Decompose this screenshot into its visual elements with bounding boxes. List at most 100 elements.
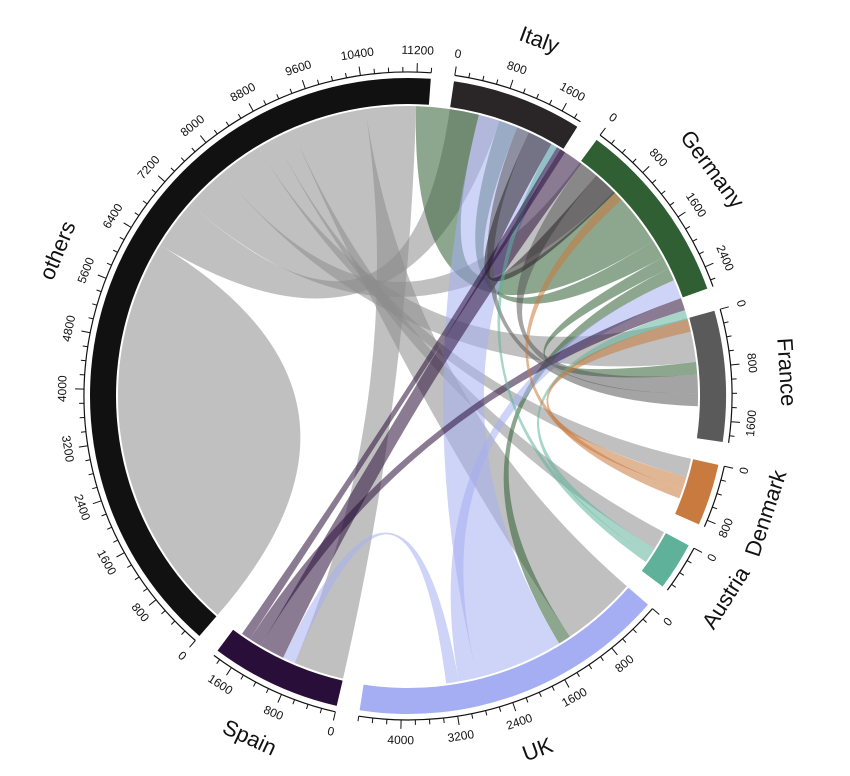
- sector-arc-others: [90, 77, 431, 637]
- axis-tick: [317, 79, 320, 85]
- axis-tick: [704, 262, 714, 268]
- tick-label-others: 7200: [134, 152, 162, 182]
- axis-tick: [621, 148, 626, 154]
- tick-label-others: 9600: [283, 57, 313, 79]
- axis-tick: [573, 113, 578, 119]
- sector-arc-france: [689, 310, 727, 442]
- axis-tick: [651, 179, 657, 184]
- sector-axis-austria: [666, 547, 695, 591]
- axis-tick: [549, 99, 553, 105]
- axis-tick: [498, 706, 502, 712]
- axis-tick: [482, 75, 485, 81]
- tick-label-germany: 0: [606, 110, 620, 125]
- axis-tick: [443, 717, 445, 724]
- ribbon-spain-to-italy: [242, 147, 566, 640]
- axis-tick: [729, 435, 735, 437]
- axis-tick: [248, 103, 254, 112]
- axis-tick: [78, 445, 88, 448]
- axis-tick: [622, 638, 627, 643]
- sector-label-uk: UK: [519, 732, 557, 766]
- tick-label-uk: 2400: [504, 711, 534, 733]
- axis-tick: [457, 716, 460, 726]
- axis-tick: [127, 564, 132, 568]
- axis-tick: [96, 289, 102, 293]
- tick-label-others: 0: [175, 648, 189, 663]
- tick-label-france: 800: [744, 352, 760, 374]
- axis-tick: [119, 236, 125, 241]
- sector-arc-uk: [359, 587, 648, 715]
- axis-tick: [357, 716, 360, 722]
- sector-label-others: others: [34, 217, 81, 283]
- tick-label-others: 8000: [178, 112, 208, 140]
- axis-tick: [216, 659, 221, 664]
- axis-tick: [716, 493, 722, 496]
- axis-tick: [698, 251, 704, 255]
- axis-tick: [263, 100, 267, 106]
- axis-tick: [170, 620, 176, 625]
- tick-label-denmark: 0: [736, 466, 751, 476]
- axis-tick: [600, 656, 604, 661]
- axis-tick: [454, 66, 457, 76]
- ribbon-germany-to-others: [415, 106, 654, 296]
- tick-label-others: 3200: [59, 435, 77, 464]
- sector-label-italy: Italy: [516, 21, 563, 58]
- axis-tick: [710, 277, 716, 281]
- tick-label-italy: 0: [454, 46, 463, 61]
- axis-tick: [213, 129, 218, 135]
- ribbon-others-to-uk: [292, 109, 627, 637]
- sector-axis-italy: [454, 74, 581, 123]
- tick-label-uk: 1600: [559, 685, 589, 710]
- axis-tick: [85, 459, 91, 462]
- axis-tick: [692, 238, 698, 242]
- tick-label-uk: 4000: [387, 733, 414, 748]
- axis-tick: [253, 681, 257, 687]
- axis-tick: [677, 211, 686, 218]
- axis-tick: [151, 189, 157, 193]
- axis-tick: [143, 588, 148, 592]
- axis-tick: [632, 158, 637, 163]
- axis-tick: [686, 560, 692, 564]
- tick-label-others: 1600: [94, 547, 119, 577]
- tick-label-uk: 0: [660, 614, 675, 628]
- ribbon-italy-to-others: [484, 132, 615, 282]
- axis-tick: [485, 710, 488, 716]
- axis-tick: [588, 664, 593, 670]
- axis-tick: [693, 547, 703, 553]
- axis-tick: [642, 618, 647, 623]
- tick-label-spain: 1600: [205, 671, 235, 697]
- ribbon-others-to-spain: [294, 105, 417, 679]
- axis-tick: [632, 628, 637, 634]
- axis-tick: [142, 200, 148, 205]
- axis-tick: [92, 486, 98, 490]
- tick-label-germany: 2400: [713, 243, 737, 273]
- tick-label-others: 10400: [340, 44, 375, 63]
- axis-tick: [301, 80, 306, 89]
- tick-label-others: 5600: [74, 255, 97, 285]
- ribbon-others-to-italy: [160, 109, 500, 299]
- axis-tick: [289, 88, 293, 94]
- tick-label-italy: 800: [505, 58, 529, 78]
- axis-tick: [332, 711, 336, 721]
- axis-tick: [292, 699, 296, 705]
- sector-arc-austria: [641, 533, 689, 587]
- sector-arc-denmark: [675, 459, 719, 525]
- tick-label-france: 0: [734, 298, 749, 308]
- tick-label-others: 11200: [401, 43, 434, 58]
- axis-tick: [191, 147, 196, 153]
- axis-tick: [512, 702, 517, 712]
- axis-tick: [345, 72, 347, 78]
- axis-tick: [276, 94, 280, 100]
- axis-tick: [181, 630, 186, 635]
- axis-tick: [80, 431, 87, 433]
- axis-tick: [723, 321, 729, 324]
- tick-label-italy: 1600: [557, 79, 587, 104]
- axis-tick: [669, 201, 675, 206]
- axis-tick: [157, 175, 166, 183]
- sector-label-spain: Spain: [219, 714, 281, 760]
- axis-tick: [88, 473, 94, 476]
- sector-axis-france: [719, 309, 733, 443]
- axis-tick: [265, 688, 269, 694]
- axis-tick: [240, 674, 244, 680]
- axis-tick: [730, 363, 740, 366]
